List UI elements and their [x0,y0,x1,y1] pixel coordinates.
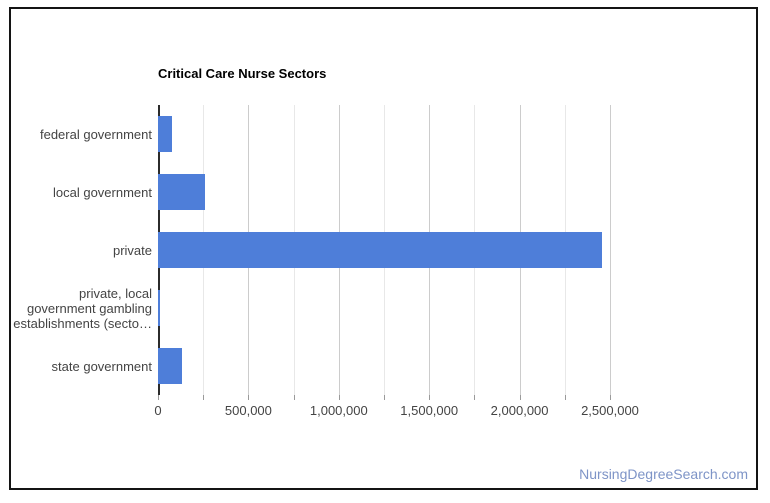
bar-0[interactable] [158,116,173,152]
x-axis-label: 1,500,000 [400,403,459,418]
y-axis-label: local government [11,163,152,221]
axis-tick [564,395,566,400]
axis-tick [248,395,250,400]
chart-title: Critical Care Nurse Sectors [158,66,327,81]
y-axis-label-line: government gambling [26,300,152,316]
x-axis-label: 2,500,000 [581,403,639,418]
watermark-link[interactable]: NursingDegreeSearch.com [579,466,748,482]
chart-card: Critical Care Nurse Sectors federal gove… [9,7,758,490]
y-axis-label-line: establishments (secto… [13,315,152,331]
x-axis-label: 1,000,000 [309,403,368,418]
axis-tick [474,395,476,400]
bar-1[interactable] [158,174,205,210]
bar-4[interactable] [158,348,182,384]
axis-tick [610,395,611,400]
x-axis-label: 2,000,000 [490,403,549,418]
y-axis-label-line: state government [51,358,152,374]
bar-3[interactable] [158,290,160,326]
x-axis-labels: 0 500,000 1,000,000 1,500,000 2,000,000 2,500… [154,403,639,419]
bar-2[interactable] [158,232,602,268]
axis-tick [429,395,431,400]
y-axis-label-line: private, local [79,285,152,301]
x-axis-label: 0 [154,403,162,418]
axis-tick [519,395,521,400]
axis-tick [338,395,340,400]
y-axis-label-line: private [112,242,152,258]
major-gridline [610,105,611,395]
axis-tick [158,395,159,400]
plot-area [158,105,611,395]
y-axis-label-line: federal government [39,126,152,142]
axis-tick [293,395,295,400]
y-axis-label: private [11,221,152,279]
axis-tick [384,395,385,400]
x-axis-label: 500,000 [224,403,272,418]
y-axis-label: federal government [11,105,152,163]
axis-tick [203,395,205,400]
y-axis-label-line: local government [53,184,152,200]
y-axis-label: state government [11,337,152,395]
y-axis-label: private, local government gambling establi… [11,279,152,337]
y-axis-labels: federal government local government privat… [11,105,152,395]
